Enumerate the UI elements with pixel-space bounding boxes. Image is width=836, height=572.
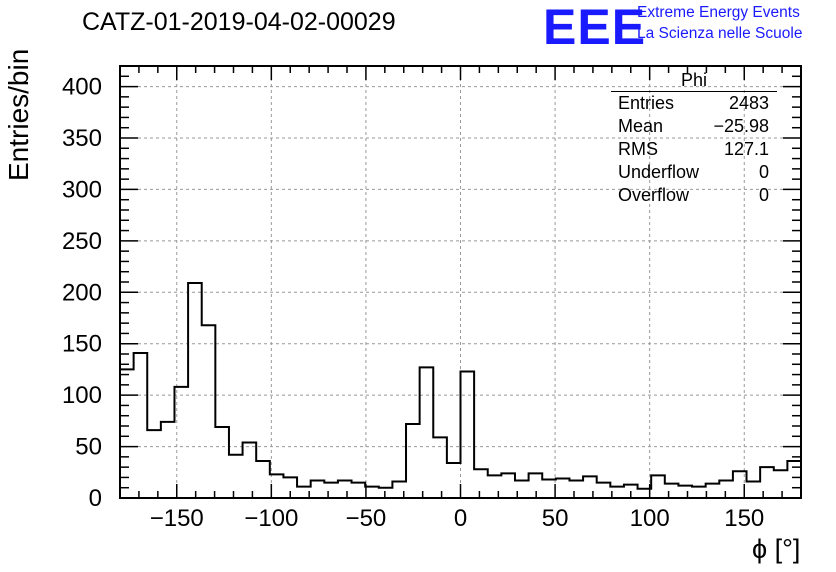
histogram-bin bbox=[311, 481, 325, 498]
histogram-bin bbox=[120, 369, 134, 498]
histogram-bin bbox=[461, 371, 475, 498]
histogram-bin bbox=[665, 484, 679, 498]
eee-logo: EEE bbox=[543, 0, 647, 55]
axis-ticks bbox=[119, 65, 802, 499]
histogram-bin bbox=[338, 481, 352, 498]
histogram-bin bbox=[420, 367, 434, 498]
histogram-bin bbox=[501, 473, 515, 498]
stats-row-rms: RMS 127.1 bbox=[611, 138, 777, 161]
stats-box: Phi Entries 2483 Mean −25.98 RMS 127.1 U… bbox=[611, 70, 777, 207]
histogram-bin bbox=[406, 424, 420, 498]
x-tick-label: 150 bbox=[724, 505, 764, 532]
y-axis-label: Entries/bin bbox=[3, 48, 34, 181]
chart-title: CATZ-01-2019-04-02-00029 bbox=[82, 8, 396, 36]
histogram-bin bbox=[229, 455, 243, 498]
histogram-bin bbox=[678, 486, 692, 498]
histogram-bin bbox=[202, 325, 216, 498]
histogram-bin bbox=[147, 430, 161, 498]
x-tick-label: −100 bbox=[244, 505, 298, 532]
x-tick-label: −150 bbox=[150, 505, 204, 532]
histogram-bin bbox=[474, 469, 488, 498]
histogram-bin bbox=[569, 481, 583, 498]
x-tick-label: −50 bbox=[346, 505, 387, 532]
histogram-bin bbox=[447, 463, 461, 498]
stats-value: 127.1 bbox=[723, 139, 769, 159]
stats-value: 2483 bbox=[728, 93, 769, 113]
histogram-bin bbox=[747, 482, 761, 498]
histogram-bin bbox=[542, 479, 556, 498]
histogram-bin bbox=[188, 283, 202, 498]
histogram-bin bbox=[134, 353, 148, 498]
histogram-bin bbox=[256, 461, 270, 498]
histogram-bin bbox=[352, 483, 366, 498]
histogram-bin bbox=[583, 476, 597, 498]
y-tick-label: 0 bbox=[89, 485, 102, 512]
tick-labels: 0 50 100 150 200 250 300 350 400 −150 −100 −50 0 50 10… bbox=[62, 74, 764, 532]
stats-key: Mean bbox=[618, 116, 664, 136]
y-tick-label: 250 bbox=[62, 228, 102, 255]
histogram-bin bbox=[706, 484, 720, 498]
stats-key: RMS bbox=[618, 139, 658, 159]
histogram-bin bbox=[760, 467, 774, 498]
histogram-bin bbox=[365, 487, 379, 498]
stats-key: Entries bbox=[618, 93, 675, 113]
histogram-bin bbox=[324, 483, 338, 498]
x-tick-label: 100 bbox=[630, 505, 670, 532]
y-tick-label: 400 bbox=[62, 74, 102, 101]
stats-value: 0 bbox=[758, 162, 769, 182]
stats-key: Overflow bbox=[618, 185, 690, 205]
x-axis-label: ϕ [°] bbox=[752, 534, 801, 564]
stats-row-mean: Mean −25.98 bbox=[611, 115, 777, 138]
y-tick-label: 50 bbox=[75, 434, 102, 461]
y-tick-label: 200 bbox=[62, 279, 102, 306]
y-tick-label: 150 bbox=[62, 331, 102, 358]
y-tick-label: 100 bbox=[62, 382, 102, 409]
stats-row-underflow: Underflow 0 bbox=[611, 161, 777, 184]
x-tick-label: 0 bbox=[454, 505, 467, 532]
stats-row-overflow: Overflow 0 bbox=[611, 184, 777, 207]
histogram-bin bbox=[651, 475, 665, 498]
stats-title: Phi bbox=[611, 70, 777, 92]
histogram-bin bbox=[529, 473, 543, 498]
grid-lines bbox=[120, 66, 801, 498]
histogram-outline bbox=[120, 282, 801, 490]
histogram-bin bbox=[774, 470, 788, 498]
histogram-bin bbox=[243, 442, 257, 498]
y-tick-label: 300 bbox=[62, 176, 102, 203]
histogram-bin bbox=[215, 427, 229, 498]
stats-value: −25.98 bbox=[713, 116, 769, 136]
histogram-bars bbox=[120, 282, 801, 498]
stats-row-entries: Entries 2483 bbox=[611, 92, 777, 115]
histogram-bin bbox=[379, 488, 393, 498]
x-tick-label: 50 bbox=[542, 505, 569, 532]
logo-line-2: La Scienza nelle Scuole bbox=[637, 25, 803, 42]
histogram-bin bbox=[692, 487, 706, 498]
histogram-bin bbox=[556, 478, 570, 498]
stats-key: Underflow bbox=[618, 162, 700, 182]
histogram-bin bbox=[719, 481, 733, 498]
y-tick-label: 350 bbox=[62, 125, 102, 152]
histogram-bin bbox=[597, 483, 611, 498]
logo-line-1: Extreme Energy Events bbox=[637, 4, 800, 21]
histogram-bin bbox=[161, 422, 175, 498]
stats-value: 0 bbox=[758, 185, 769, 205]
histogram-bin bbox=[488, 475, 502, 498]
